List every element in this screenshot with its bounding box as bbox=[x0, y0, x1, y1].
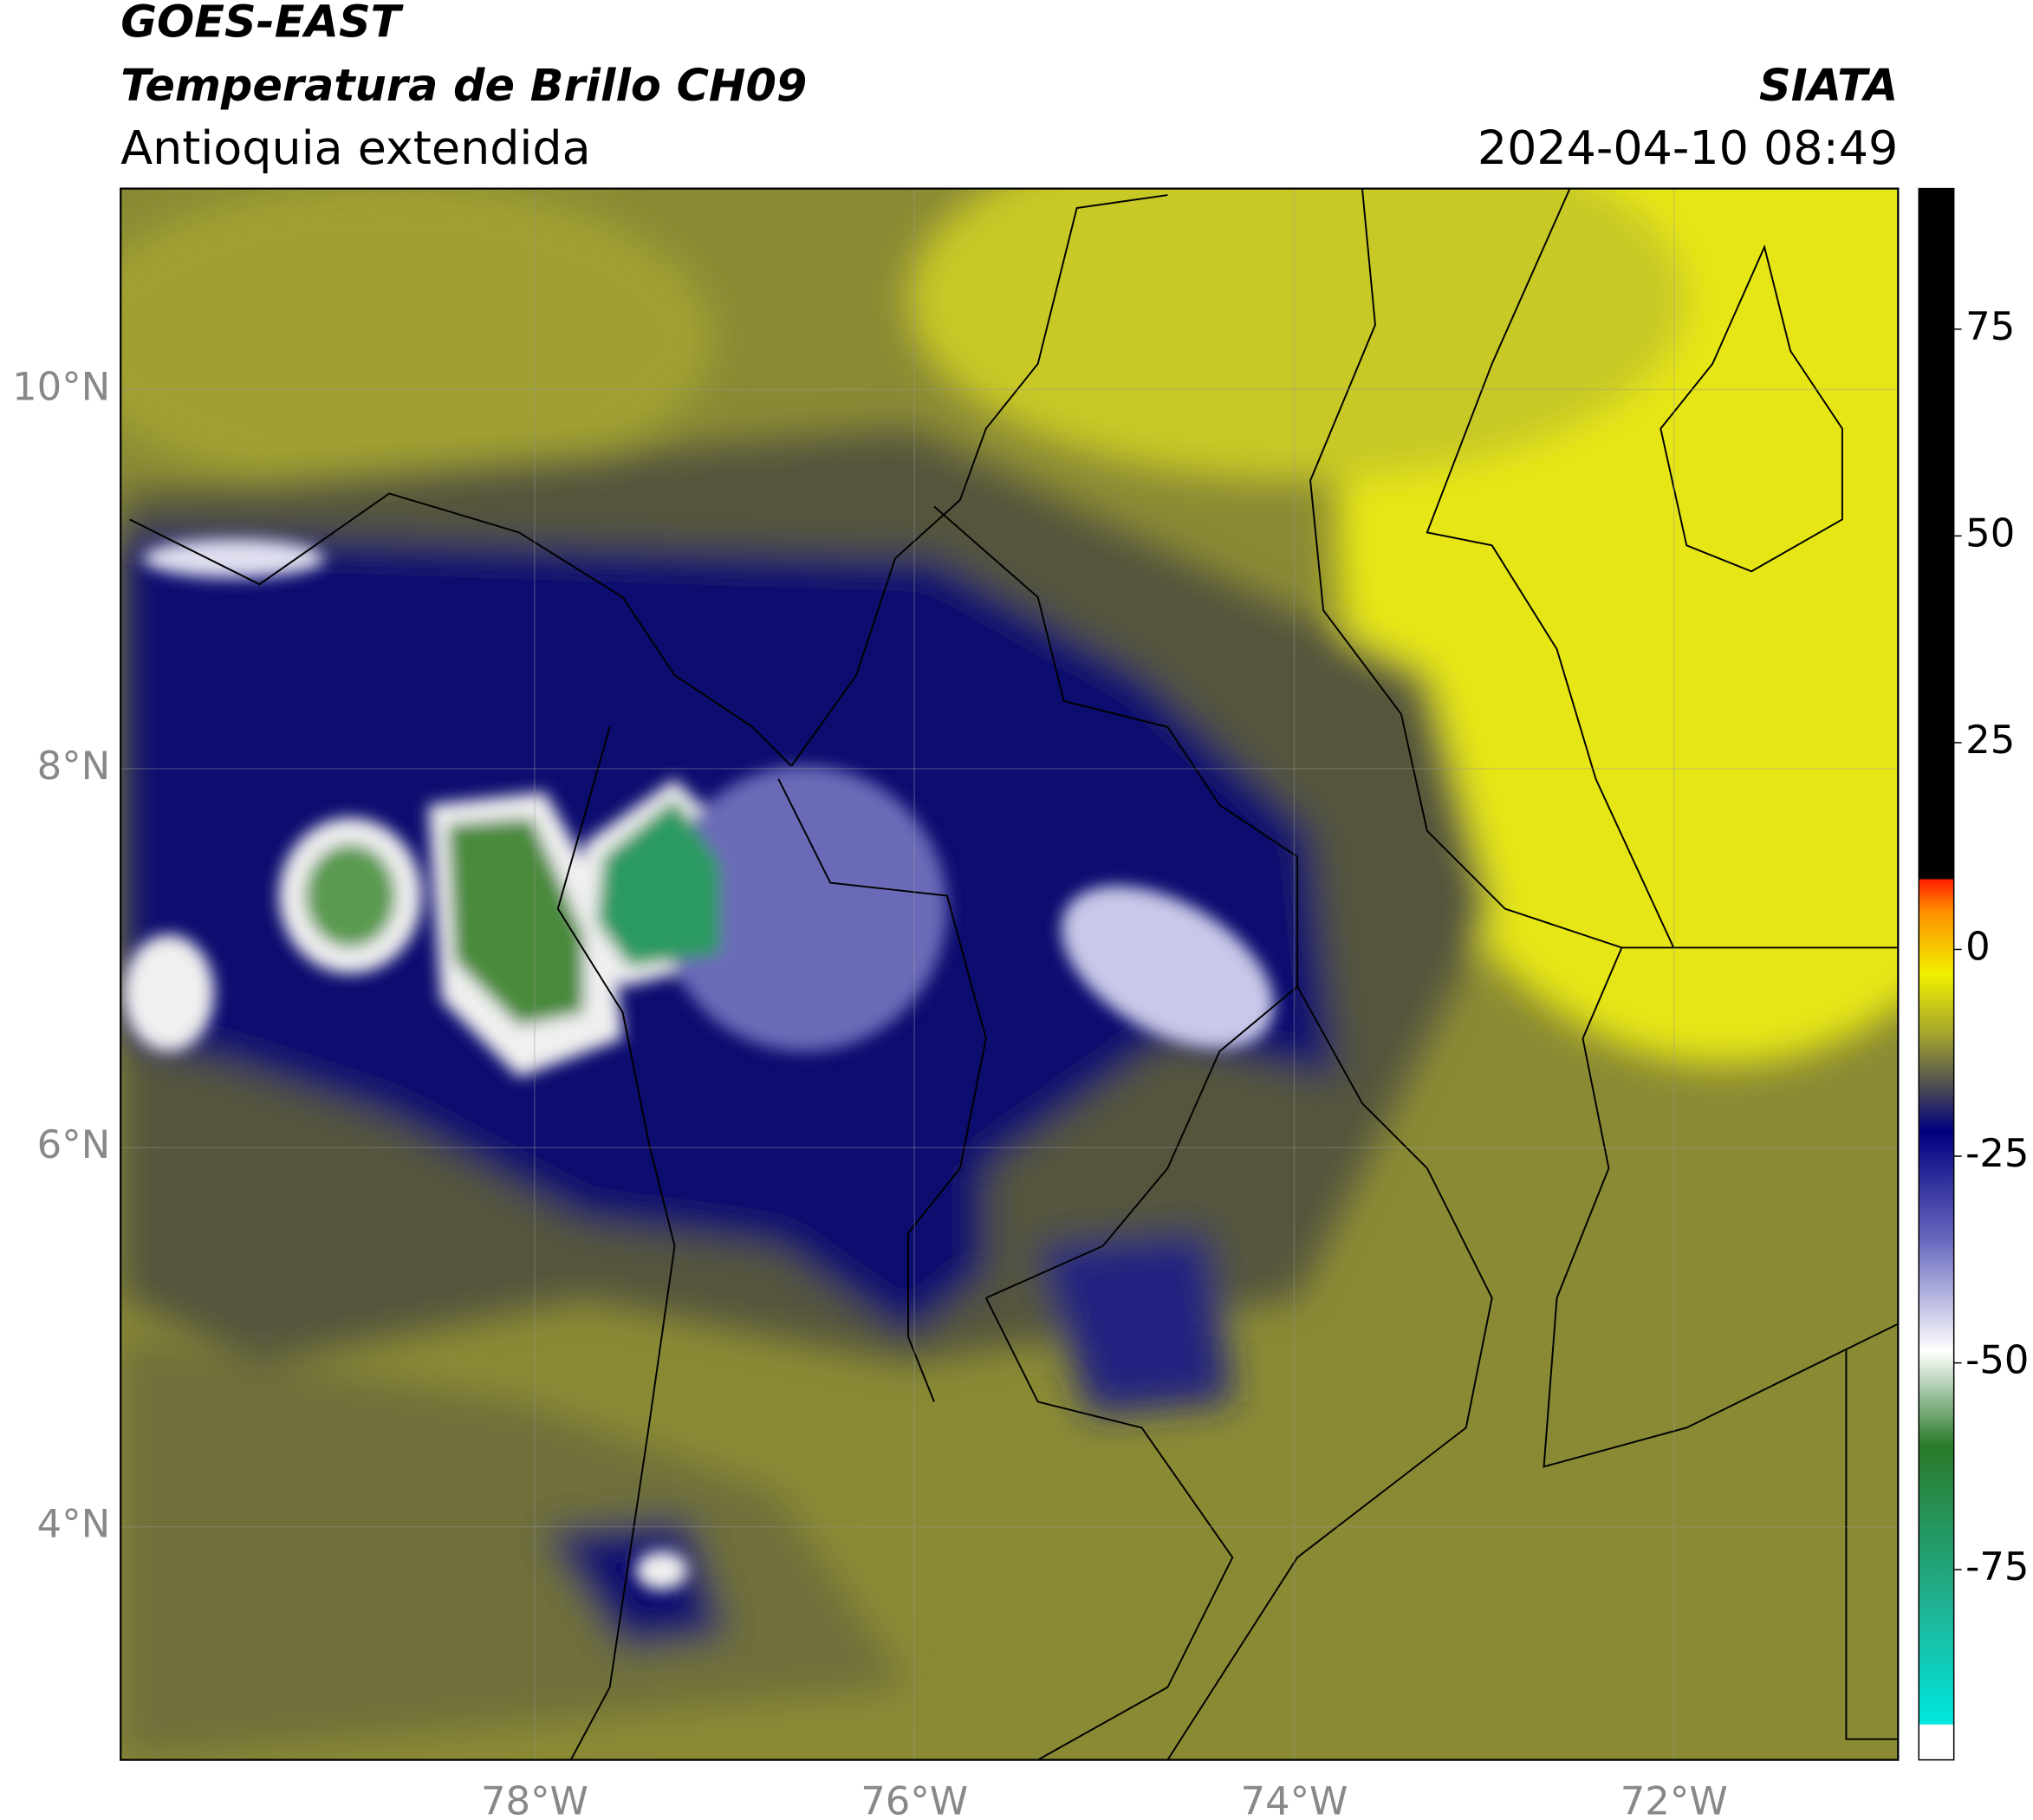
datetime: 2024-04-10 08:49 bbox=[1478, 120, 1898, 175]
colorbar-tick-label: 50 bbox=[1965, 510, 2015, 556]
y-tick-label: 10°N bbox=[12, 363, 110, 409]
colorbar-tick-label: -75 bbox=[1965, 1544, 2029, 1589]
colorbar-tick-label: 25 bbox=[1965, 717, 2015, 763]
y-tick-label: 6°N bbox=[37, 1121, 111, 1167]
colorbar bbox=[1918, 187, 1955, 1761]
agency: SIATA bbox=[1759, 61, 1898, 112]
x-tick-label: 78°W bbox=[481, 1778, 588, 1820]
colorbar-tick-label: -25 bbox=[1965, 1130, 2029, 1176]
x-tick-label: 76°W bbox=[861, 1778, 968, 1820]
colorbar-tick-label: -50 bbox=[1965, 1337, 2029, 1383]
subtitle: Temperatura de Brillo CH09 bbox=[120, 61, 807, 112]
map-field bbox=[120, 188, 1899, 1760]
title: GOES-EAST bbox=[120, 0, 404, 48]
y-tick-label: 8°N bbox=[37, 743, 111, 789]
x-tick-label: 74°W bbox=[1240, 1778, 1348, 1820]
colorbar-tick-label: 75 bbox=[1965, 303, 2015, 349]
colorbar-tick-label: 0 bbox=[1965, 923, 1991, 969]
region: Antioquia extendida bbox=[120, 120, 590, 175]
map-frame bbox=[120, 187, 1900, 1761]
borders bbox=[129, 188, 1899, 1760]
x-tick-label: 72°W bbox=[1621, 1778, 1728, 1820]
y-tick-label: 4°N bbox=[37, 1501, 111, 1547]
